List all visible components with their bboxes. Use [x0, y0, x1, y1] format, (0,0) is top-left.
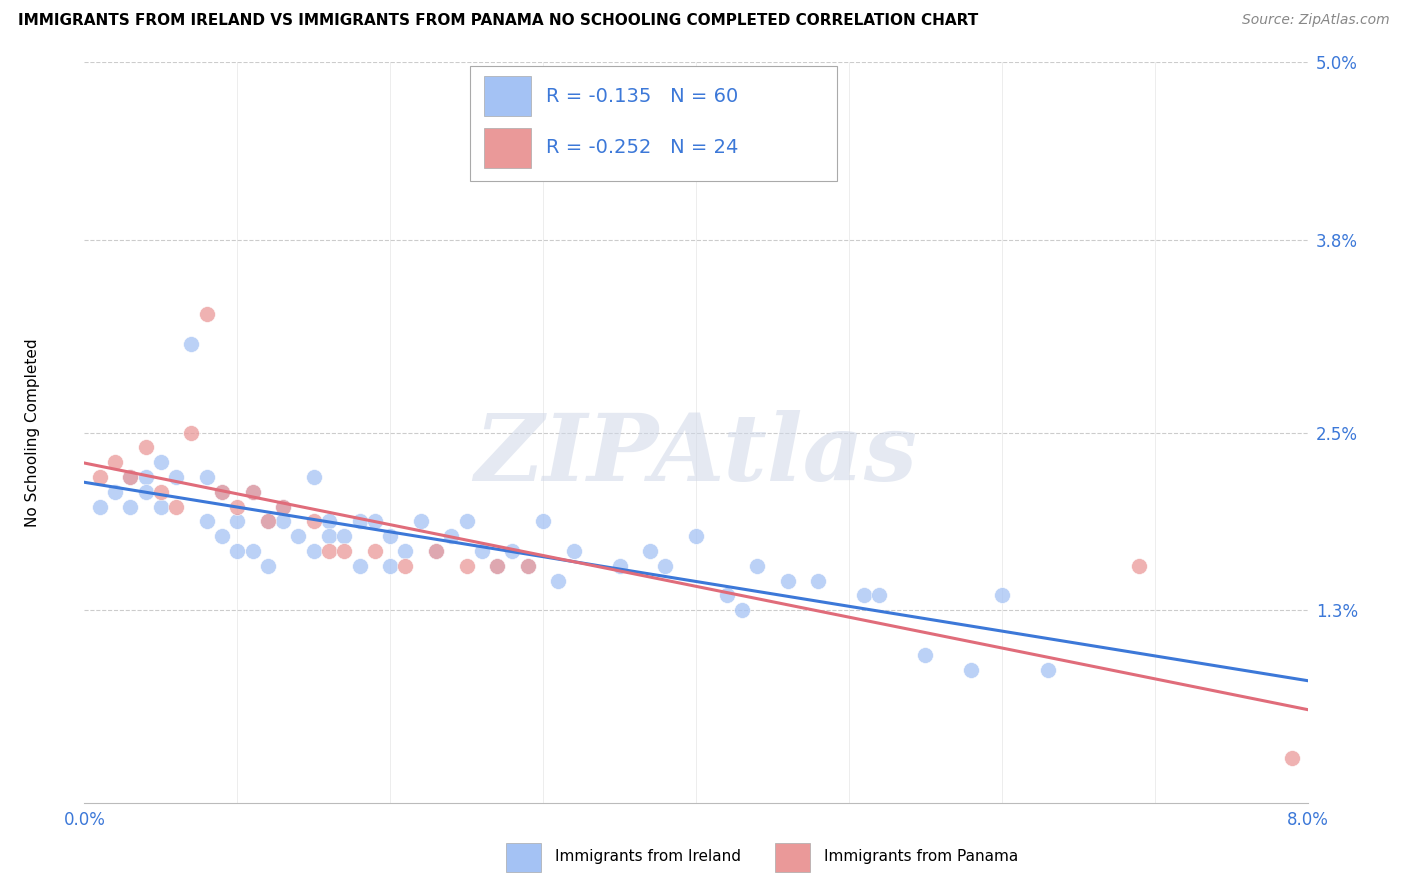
Point	[562, 544, 585, 558]
Point	[302, 470, 325, 484]
Point	[226, 544, 249, 558]
Point	[89, 470, 111, 484]
FancyBboxPatch shape	[776, 843, 810, 872]
Point	[731, 603, 754, 617]
Point	[425, 544, 447, 558]
Point	[486, 558, 509, 573]
Point	[271, 515, 294, 529]
Point	[257, 558, 280, 573]
Point	[242, 544, 264, 558]
Point	[394, 544, 416, 558]
Point	[716, 589, 738, 603]
Point	[654, 558, 676, 573]
Point	[609, 558, 631, 573]
Point	[516, 558, 538, 573]
Text: ZIPAtlas: ZIPAtlas	[474, 409, 918, 500]
Point	[638, 544, 661, 558]
Point	[853, 589, 876, 603]
Point	[1036, 663, 1059, 677]
Point	[104, 484, 127, 499]
Point	[394, 558, 416, 573]
Point	[991, 589, 1014, 603]
Point	[165, 470, 187, 484]
Point	[89, 500, 111, 514]
Point	[349, 515, 371, 529]
Point	[349, 558, 371, 573]
Point	[135, 441, 157, 455]
Point	[380, 529, 402, 543]
Point	[516, 558, 538, 573]
Point	[135, 484, 157, 499]
Text: IMMIGRANTS FROM IRELAND VS IMMIGRANTS FROM PANAMA NO SCHOOLING COMPLETED CORRELA: IMMIGRANTS FROM IRELAND VS IMMIGRANTS FR…	[18, 13, 979, 29]
Point	[211, 484, 233, 499]
Point	[120, 470, 142, 484]
Point	[195, 515, 218, 529]
Point	[195, 307, 218, 321]
Point	[271, 500, 294, 514]
FancyBboxPatch shape	[484, 128, 531, 169]
Point	[180, 336, 202, 351]
Point	[195, 470, 218, 484]
Point	[257, 515, 280, 529]
Point	[425, 544, 447, 558]
Point	[547, 574, 569, 588]
Point	[149, 455, 172, 469]
Point	[1128, 558, 1150, 573]
Point	[776, 574, 799, 588]
Point	[226, 515, 249, 529]
Point	[287, 529, 309, 543]
Point	[165, 500, 187, 514]
Point	[869, 589, 891, 603]
Point	[271, 500, 294, 514]
Point	[211, 529, 233, 543]
Text: R = -0.135   N = 60: R = -0.135 N = 60	[546, 87, 738, 105]
Point	[456, 515, 478, 529]
Point	[914, 648, 936, 662]
Point	[364, 544, 387, 558]
FancyBboxPatch shape	[470, 66, 837, 181]
Point	[302, 544, 325, 558]
Point	[211, 484, 233, 499]
Point	[226, 500, 249, 514]
Point	[120, 470, 142, 484]
Point	[318, 544, 340, 558]
Point	[180, 425, 202, 440]
Point	[120, 500, 142, 514]
Point	[409, 515, 432, 529]
Text: R = -0.252   N = 24: R = -0.252 N = 24	[546, 138, 738, 158]
Point	[318, 515, 340, 529]
Point	[333, 544, 356, 558]
Point	[135, 470, 157, 484]
Point	[685, 529, 707, 543]
Point	[456, 558, 478, 573]
Point	[318, 529, 340, 543]
Point	[257, 515, 280, 529]
Point	[380, 558, 402, 573]
Point	[149, 500, 172, 514]
Point	[502, 544, 524, 558]
Point	[364, 515, 387, 529]
Point	[333, 529, 356, 543]
Point	[486, 558, 509, 573]
Point	[440, 529, 463, 543]
Text: Immigrants from Ireland: Immigrants from Ireland	[555, 848, 741, 863]
FancyBboxPatch shape	[506, 843, 541, 872]
Point	[531, 515, 554, 529]
Point	[471, 544, 494, 558]
Point	[242, 484, 264, 499]
Point	[747, 558, 769, 573]
Point	[807, 574, 830, 588]
Point	[104, 455, 127, 469]
Text: Immigrants from Panama: Immigrants from Panama	[824, 848, 1019, 863]
Point	[302, 515, 325, 529]
Text: Source: ZipAtlas.com: Source: ZipAtlas.com	[1241, 13, 1389, 28]
FancyBboxPatch shape	[484, 76, 531, 117]
Point	[1281, 751, 1303, 765]
Text: No Schooling Completed: No Schooling Completed	[25, 338, 41, 527]
Point	[242, 484, 264, 499]
Point	[960, 663, 983, 677]
Point	[149, 484, 172, 499]
